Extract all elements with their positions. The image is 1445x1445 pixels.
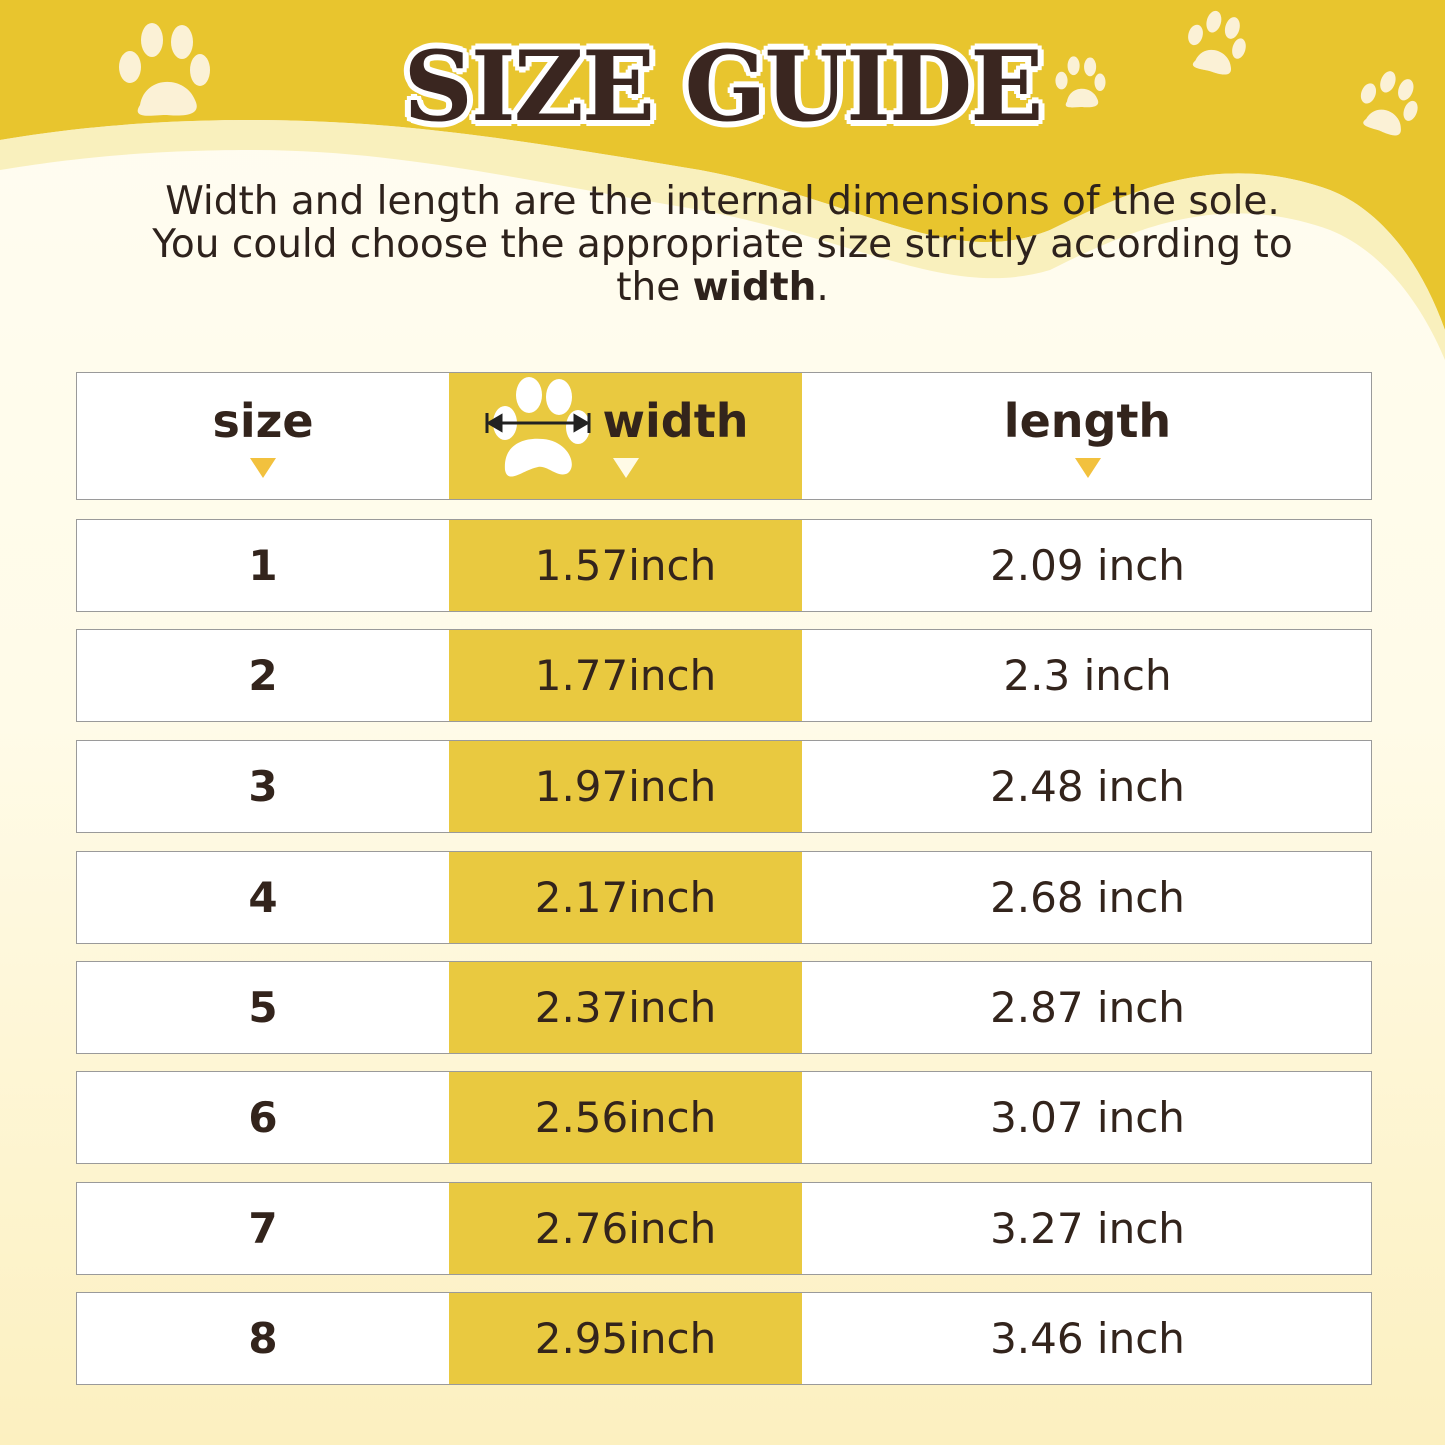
- description: Width and length are the internal dimens…: [152, 179, 1293, 310]
- table-row: 8 2.95inch 3.46 inch: [76, 1292, 1372, 1385]
- triangle-down-icon: [250, 458, 276, 478]
- length-cell: 3.07 inch: [990, 1093, 1185, 1142]
- paw-print-icon: [119, 10, 1418, 136]
- table-row: 6 2.56inch 3.07 inch: [76, 1071, 1372, 1164]
- width-cell: 2.76inch: [449, 1183, 802, 1274]
- length-cell: 2.09 inch: [990, 541, 1185, 590]
- length-cell: 2.68 inch: [990, 873, 1185, 922]
- header-width: width: [449, 373, 802, 499]
- size-cell: 3: [248, 762, 278, 811]
- length-cell: 2.3 inch: [1003, 651, 1172, 700]
- table-header: size width length: [76, 372, 1372, 500]
- triangle-down-icon: [1074, 458, 1101, 478]
- table-row: 7 2.76inch 3.27 inch: [76, 1182, 1372, 1275]
- length-cell: 3.27 inch: [990, 1204, 1185, 1253]
- length-cell: 3.46 inch: [990, 1314, 1185, 1363]
- header-length: length: [802, 373, 1373, 499]
- width-cell: 1.77inch: [449, 630, 802, 721]
- table-row: 1 1.57inch 2.09 inch: [76, 519, 1372, 612]
- table-row: 3 1.97inch 2.48 inch: [76, 740, 1372, 833]
- triangle-down-icon: [612, 458, 639, 478]
- width-cell: 1.97inch: [449, 741, 802, 832]
- page-title: SIZE GUIDE: [403, 30, 1044, 143]
- size-cell: 4: [248, 873, 278, 922]
- size-cell: 8: [248, 1314, 278, 1363]
- header-size: size: [77, 373, 449, 499]
- width-cell: 1.57inch: [449, 520, 802, 611]
- size-cell: 5: [248, 983, 278, 1032]
- paw-width-arrow-icon: [485, 377, 591, 477]
- length-cell: 2.87 inch: [990, 983, 1185, 1032]
- size-cell: 2: [248, 651, 278, 700]
- table-row: 5 2.37inch 2.87 inch: [76, 961, 1372, 1054]
- size-cell: 6: [248, 1093, 278, 1142]
- table-row: 4 2.17inch 2.68 inch: [76, 851, 1372, 944]
- length-cell: 2.48 inch: [990, 762, 1185, 811]
- size-cell: 1: [248, 541, 278, 590]
- width-cell: 2.56inch: [449, 1072, 802, 1163]
- size-cell: 7: [248, 1204, 278, 1253]
- width-cell: 2.95inch: [449, 1293, 802, 1384]
- table-row: 2 1.77inch 2.3 inch: [76, 629, 1372, 722]
- width-cell: 2.17inch: [449, 852, 802, 943]
- width-cell: 2.37inch: [449, 962, 802, 1053]
